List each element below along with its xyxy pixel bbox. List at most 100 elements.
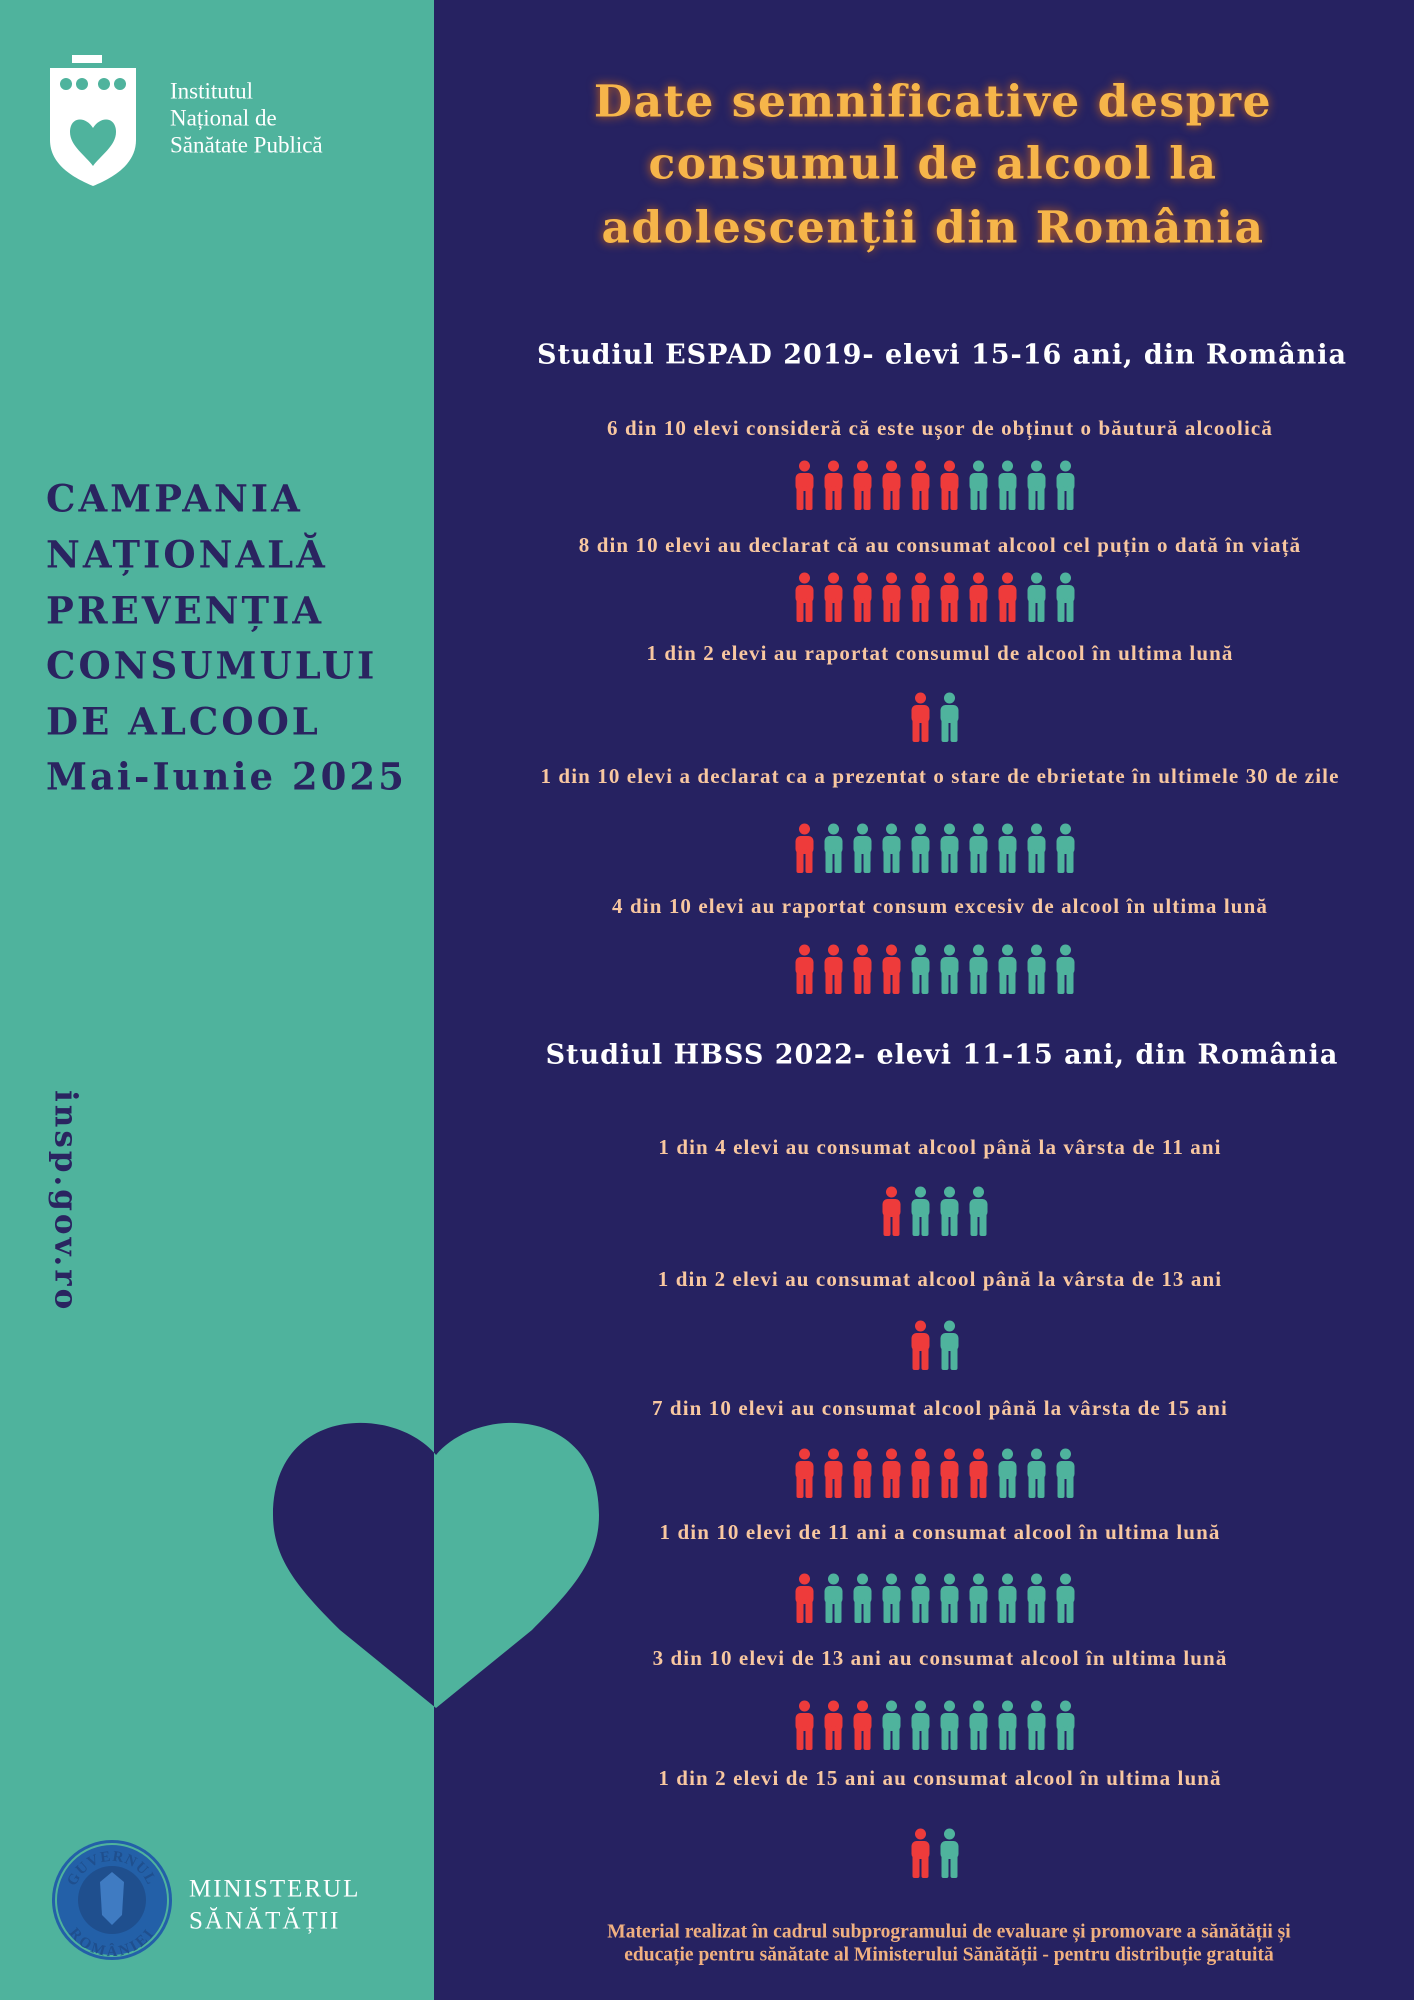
person-icon	[940, 1448, 959, 1498]
person-icon	[969, 572, 988, 622]
icon-leg	[1037, 1599, 1045, 1623]
icon-leg	[970, 849, 978, 873]
icon-leg	[863, 1474, 871, 1498]
campaign-text: CONSUMULUI	[46, 644, 377, 688]
person-icon	[911, 1700, 930, 1750]
icon-head	[944, 1320, 955, 1332]
icon-leg	[970, 1474, 978, 1498]
icon-leg	[825, 1726, 833, 1750]
icon-head	[915, 1828, 926, 1840]
icon-head	[799, 572, 810, 584]
person-icon	[824, 572, 843, 622]
person-icon	[911, 460, 930, 510]
icon-leg	[1057, 849, 1065, 873]
icon-head	[857, 1448, 868, 1460]
campaign-text: PREVENȚIA	[46, 589, 324, 633]
icon-head	[915, 692, 926, 704]
icon-leg	[1057, 598, 1065, 622]
icon-leg	[834, 970, 842, 994]
campaign-text: CAMPANIA	[46, 477, 303, 521]
icon-leg	[796, 598, 804, 622]
icon-head	[944, 1700, 955, 1712]
icon-head	[886, 1700, 897, 1712]
icon-head	[973, 1448, 984, 1460]
icon-leg	[950, 1854, 958, 1878]
icon-head	[857, 823, 868, 835]
icon-head	[1031, 460, 1042, 472]
icon-head	[1031, 944, 1042, 956]
icon-head	[799, 460, 810, 472]
footer: Material realizat în cadrul subprogramul…	[607, 1921, 1291, 1942]
icon-head	[857, 460, 868, 472]
icon-head	[1002, 1700, 1013, 1712]
icon-head	[1002, 823, 1013, 835]
icon-head	[886, 944, 897, 956]
icon-head	[828, 1573, 839, 1585]
icon-leg	[854, 1599, 862, 1623]
icon-leg	[921, 1854, 929, 1878]
icon-head	[1031, 823, 1042, 835]
person-icon	[795, 460, 814, 510]
person-icon	[911, 1320, 930, 1370]
icon-head	[1060, 1448, 1071, 1460]
icon-leg	[863, 486, 871, 510]
icon-leg	[805, 486, 813, 510]
icon-leg	[921, 1346, 929, 1370]
icon-leg	[1037, 1474, 1045, 1498]
icon-head	[828, 572, 839, 584]
icon-head	[1002, 1573, 1013, 1585]
icon-leg	[854, 849, 862, 873]
icon-leg	[999, 849, 1007, 873]
icon-head	[915, 1186, 926, 1198]
icon-head	[886, 1448, 897, 1460]
icon-head	[1002, 572, 1013, 584]
person-icon	[1027, 823, 1046, 873]
icon-leg	[1008, 970, 1016, 994]
icon-leg	[950, 1212, 958, 1236]
icon-leg	[921, 1474, 929, 1498]
icon-head	[886, 1186, 897, 1198]
icon-head	[857, 1573, 868, 1585]
logo-text: Sănătate Publică	[170, 132, 323, 157]
campaign-text: DE ALCOOL	[46, 700, 321, 744]
icon-leg	[796, 1726, 804, 1750]
logo-text: Național de	[170, 105, 277, 130]
person-icon	[853, 1573, 872, 1623]
icon-leg	[883, 486, 891, 510]
person-icon	[882, 460, 901, 510]
icon-leg	[834, 1599, 842, 1623]
icon-leg	[921, 1726, 929, 1750]
icon-leg	[834, 849, 842, 873]
icon-leg	[921, 970, 929, 994]
icon-leg	[883, 970, 891, 994]
icon-leg	[999, 598, 1007, 622]
person-icon	[1056, 572, 1075, 622]
person-icon	[998, 460, 1017, 510]
icon-leg	[1028, 1474, 1036, 1498]
person-icon	[853, 460, 872, 510]
icon-leg	[979, 970, 987, 994]
person-icon	[795, 1700, 814, 1750]
heart	[273, 1422, 599, 1708]
icon-leg	[941, 970, 949, 994]
person-icon	[940, 1828, 959, 1878]
icon-head	[1031, 1700, 1042, 1712]
person-icon	[911, 572, 930, 622]
icon-leg	[1028, 486, 1036, 510]
icon-leg	[834, 486, 842, 510]
person-icon	[998, 572, 1017, 622]
icon-leg	[1057, 1474, 1065, 1498]
person-icon	[940, 1700, 959, 1750]
icon-leg	[805, 598, 813, 622]
icon-head	[828, 1448, 839, 1460]
icon-leg	[950, 1474, 958, 1498]
stat-text: 1 din 10 elevi de 11 ani a consumat alco…	[660, 1520, 1221, 1544]
campaign-text: Mai-Iunie 2025	[46, 755, 407, 799]
icon-leg	[912, 970, 920, 994]
icon-leg	[892, 1474, 900, 1498]
icon-head	[944, 944, 955, 956]
icon-leg	[1028, 1726, 1036, 1750]
icon-leg	[1008, 1726, 1016, 1750]
icon-leg	[950, 718, 958, 742]
icon-head	[799, 1573, 810, 1585]
